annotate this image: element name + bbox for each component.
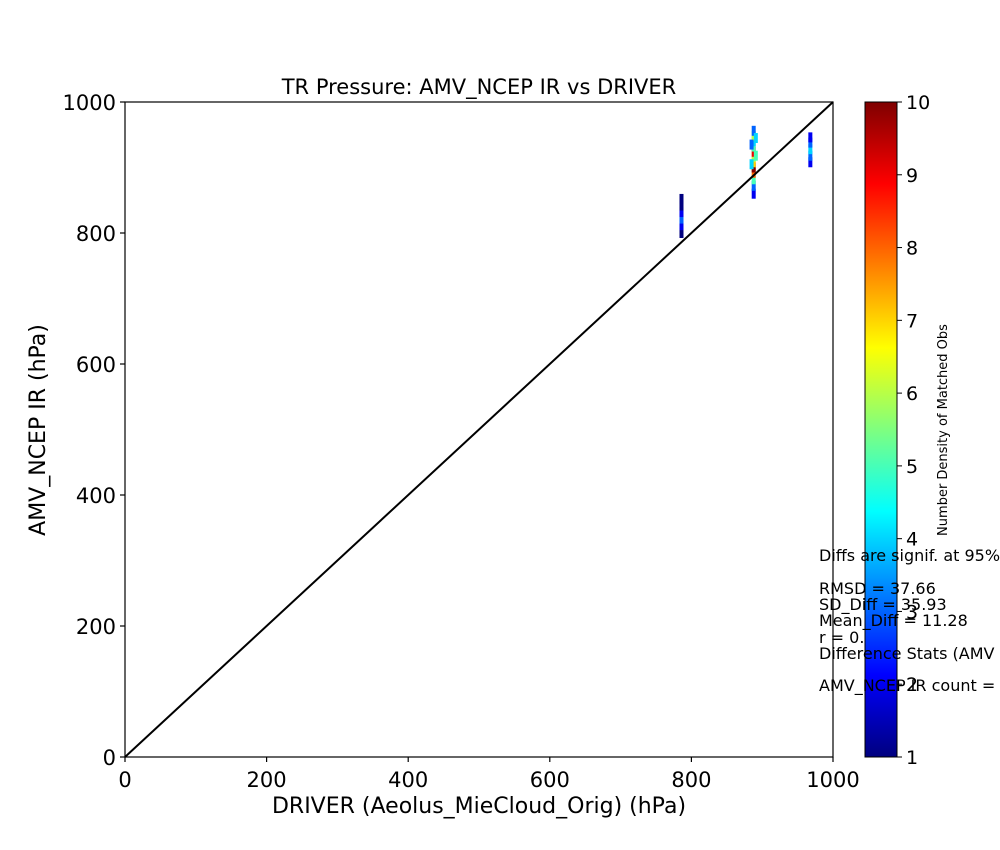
stat-r: r = 0. — [819, 628, 864, 647]
density-cell — [751, 162, 756, 173]
colorbar-tick-label: 9 — [906, 165, 918, 187]
stat-mean-diff: Mean_Diff = 11.28 — [819, 611, 968, 631]
density-cell — [808, 157, 813, 168]
density-cell — [751, 146, 756, 157]
density-cell — [679, 200, 684, 211]
stats-annotation: Diffs are signif. at 95% RMSD = 37.66 SD… — [819, 546, 1000, 696]
density-cell — [751, 136, 756, 147]
density-cell — [808, 137, 813, 148]
colorbar: 1 2 3 4 5 6 7 8 9 10 Number Density of Matched Ob… — [864, 92, 951, 769]
colorbar-tick-label: 3 — [906, 601, 918, 623]
stat-sd-diff: SD_Diff = 35.93 — [819, 595, 947, 615]
density-cell — [808, 150, 813, 161]
colorbar-label: Number Density of Matched Obs — [936, 324, 951, 536]
colorbar-tick-label: 5 — [906, 456, 918, 478]
density-cell — [808, 144, 813, 155]
density-cell — [751, 131, 756, 142]
density-cell — [749, 139, 754, 150]
one-to-one-line — [124, 101, 834, 758]
colorbar-tick-label: 10 — [906, 92, 930, 114]
density-cell — [808, 132, 813, 143]
stat-count: AMV_NCEP IR count = — [819, 676, 995, 696]
density-cell — [679, 207, 684, 218]
density-cell — [751, 188, 756, 199]
density-cell — [679, 220, 684, 231]
density-layer — [679, 125, 813, 238]
x-tick-label: 1000 — [806, 768, 859, 792]
density-cell — [751, 180, 756, 191]
density-cell — [749, 159, 754, 170]
density-cell — [751, 167, 756, 178]
colorbar-tick-label: 7 — [906, 310, 918, 332]
density-cell — [679, 193, 684, 204]
x-tick-label: 400 — [388, 768, 428, 792]
x-tick-label: 0 — [118, 768, 131, 792]
colorbar-tick-label: 6 — [906, 383, 918, 405]
stat-signif: Diffs are signif. at 95% — [819, 546, 1000, 565]
density-cell — [679, 213, 684, 224]
density-cell — [751, 152, 756, 163]
chart-title: TR Pressure: AMV_NCEP IR vs DRIVER — [281, 75, 677, 100]
stat-rmsd: RMSD = 37.66 — [819, 579, 936, 598]
density-cell — [753, 150, 758, 161]
colorbar-tick-label: 2 — [906, 674, 918, 696]
x-tick-label: 600 — [530, 768, 570, 792]
density-cell — [751, 157, 756, 168]
x-axis-ticks: 0 200 400 600 800 1000 — [118, 757, 860, 792]
x-axis-label: DRIVER (Aeolus_MieCloud_Orig) (hPa) — [272, 794, 686, 819]
y-tick-label: 200 — [76, 615, 116, 639]
y-tick-label: 0 — [103, 746, 116, 770]
density-cell — [751, 141, 756, 152]
stat-diff-header: Difference Stats (AMV — [819, 644, 994, 663]
y-axis-ticks: 0 200 400 600 800 1000 — [63, 91, 125, 770]
y-tick-label: 600 — [76, 353, 116, 377]
density-cell — [751, 125, 756, 136]
plot-area — [124, 101, 834, 758]
y-tick-label: 1000 — [63, 91, 116, 115]
density-cell — [751, 174, 756, 185]
colorbar-tick-label: 4 — [906, 529, 918, 551]
x-tick-label: 200 — [247, 768, 287, 792]
colorbar-tick-label: 1 — [906, 747, 918, 769]
colorbar-tick-label: 8 — [906, 238, 918, 260]
density-cell — [679, 228, 684, 238]
colorbar-bar — [864, 101, 898, 758]
plot-frame — [124, 101, 834, 758]
y-tick-label: 400 — [76, 484, 116, 508]
colorbar-ticks: 1 2 3 4 5 6 7 8 9 10 — [897, 92, 930, 769]
y-tick-label: 800 — [76, 222, 116, 246]
density-cell — [753, 133, 758, 144]
x-tick-label: 800 — [671, 768, 711, 792]
y-axis-label: AMV_NCEP IR (hPa) — [26, 324, 51, 536]
